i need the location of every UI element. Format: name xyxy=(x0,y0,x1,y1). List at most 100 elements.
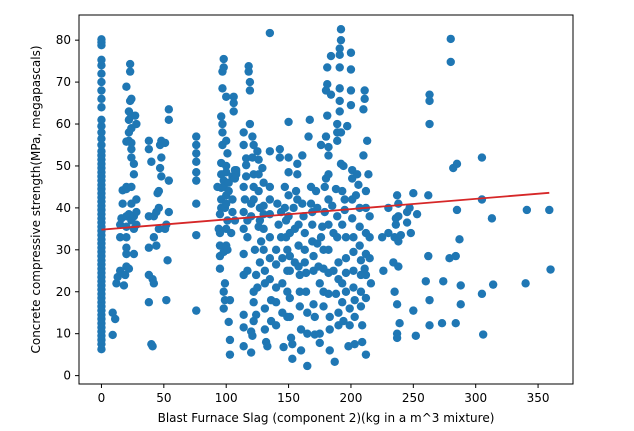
data-point xyxy=(265,209,275,219)
data-point xyxy=(329,266,338,275)
data-point xyxy=(260,325,270,334)
data-point xyxy=(265,28,275,38)
data-point xyxy=(154,186,164,196)
data-point xyxy=(351,191,361,200)
data-point xyxy=(132,119,141,129)
data-point xyxy=(291,186,301,196)
data-point xyxy=(343,121,352,131)
data-point xyxy=(119,281,129,290)
data-point xyxy=(219,63,228,72)
data-point xyxy=(335,50,344,60)
data-point xyxy=(412,209,422,219)
data-point xyxy=(239,140,248,150)
data-point xyxy=(248,331,257,340)
data-point xyxy=(243,233,252,242)
data-point xyxy=(334,258,343,267)
data-point xyxy=(192,306,201,315)
data-point xyxy=(335,63,344,72)
data-point xyxy=(354,180,363,190)
data-point xyxy=(218,84,227,93)
data-point xyxy=(241,154,251,163)
data-point xyxy=(289,203,298,213)
x-tick-label: 100 xyxy=(215,391,238,405)
data-point xyxy=(248,132,257,141)
data-point xyxy=(129,170,139,179)
data-point xyxy=(223,149,232,158)
data-point xyxy=(345,321,354,330)
data-point xyxy=(402,218,412,227)
data-point xyxy=(97,86,106,95)
data-point xyxy=(395,319,404,328)
data-point xyxy=(229,98,238,108)
data-point xyxy=(274,220,283,229)
data-point xyxy=(522,205,532,215)
data-point xyxy=(271,260,281,269)
data-point xyxy=(294,262,303,271)
data-point xyxy=(192,230,201,240)
data-point xyxy=(338,279,347,288)
data-point xyxy=(352,170,362,179)
data-point xyxy=(246,348,256,357)
data-point xyxy=(362,136,372,145)
data-point xyxy=(222,161,231,171)
data-point xyxy=(349,283,358,292)
y-tick-label: 10 xyxy=(56,327,71,341)
data-point xyxy=(120,270,130,280)
data-point xyxy=(226,228,236,238)
data-point xyxy=(301,287,311,296)
data-point xyxy=(300,245,309,255)
data-point xyxy=(192,168,201,177)
data-point xyxy=(308,220,317,229)
data-point xyxy=(230,216,240,225)
data-point xyxy=(125,59,135,69)
data-point xyxy=(487,214,497,223)
data-point xyxy=(228,195,237,204)
data-point xyxy=(394,199,403,208)
data-point xyxy=(394,212,403,221)
data-point xyxy=(309,251,318,261)
data-point xyxy=(144,144,154,154)
data-point xyxy=(356,302,366,311)
data-point xyxy=(239,249,248,259)
data-point xyxy=(315,338,324,348)
data-point xyxy=(192,149,201,158)
data-point xyxy=(284,191,293,200)
data-point xyxy=(192,176,201,185)
data-point xyxy=(218,119,227,129)
data-point xyxy=(285,266,295,275)
data-points xyxy=(97,25,555,371)
data-point xyxy=(285,312,295,322)
data-point xyxy=(215,209,225,219)
data-point xyxy=(283,287,292,296)
data-point xyxy=(256,237,266,246)
data-point xyxy=(303,329,312,338)
data-point xyxy=(365,233,374,242)
data-point xyxy=(365,212,374,221)
data-point xyxy=(339,316,348,326)
data-point xyxy=(154,224,164,234)
data-point xyxy=(425,119,434,129)
data-point xyxy=(164,176,174,185)
data-point xyxy=(336,25,346,34)
data-point xyxy=(303,361,312,371)
data-point xyxy=(455,235,464,244)
data-point xyxy=(360,86,369,95)
data-point xyxy=(127,153,136,162)
data-point xyxy=(377,233,387,242)
data-point xyxy=(339,161,348,171)
data-point xyxy=(218,128,227,137)
data-point xyxy=(349,233,358,242)
data-point xyxy=(396,230,406,240)
data-point xyxy=(258,163,267,173)
data-point xyxy=(122,243,131,252)
data-point xyxy=(346,100,356,110)
data-point xyxy=(251,270,261,280)
data-point xyxy=(325,325,334,334)
data-point xyxy=(323,79,332,89)
data-point xyxy=(296,346,306,355)
data-point xyxy=(229,107,238,116)
data-point xyxy=(254,186,263,196)
data-point xyxy=(323,111,332,120)
data-point xyxy=(254,170,263,179)
data-point xyxy=(335,84,344,93)
